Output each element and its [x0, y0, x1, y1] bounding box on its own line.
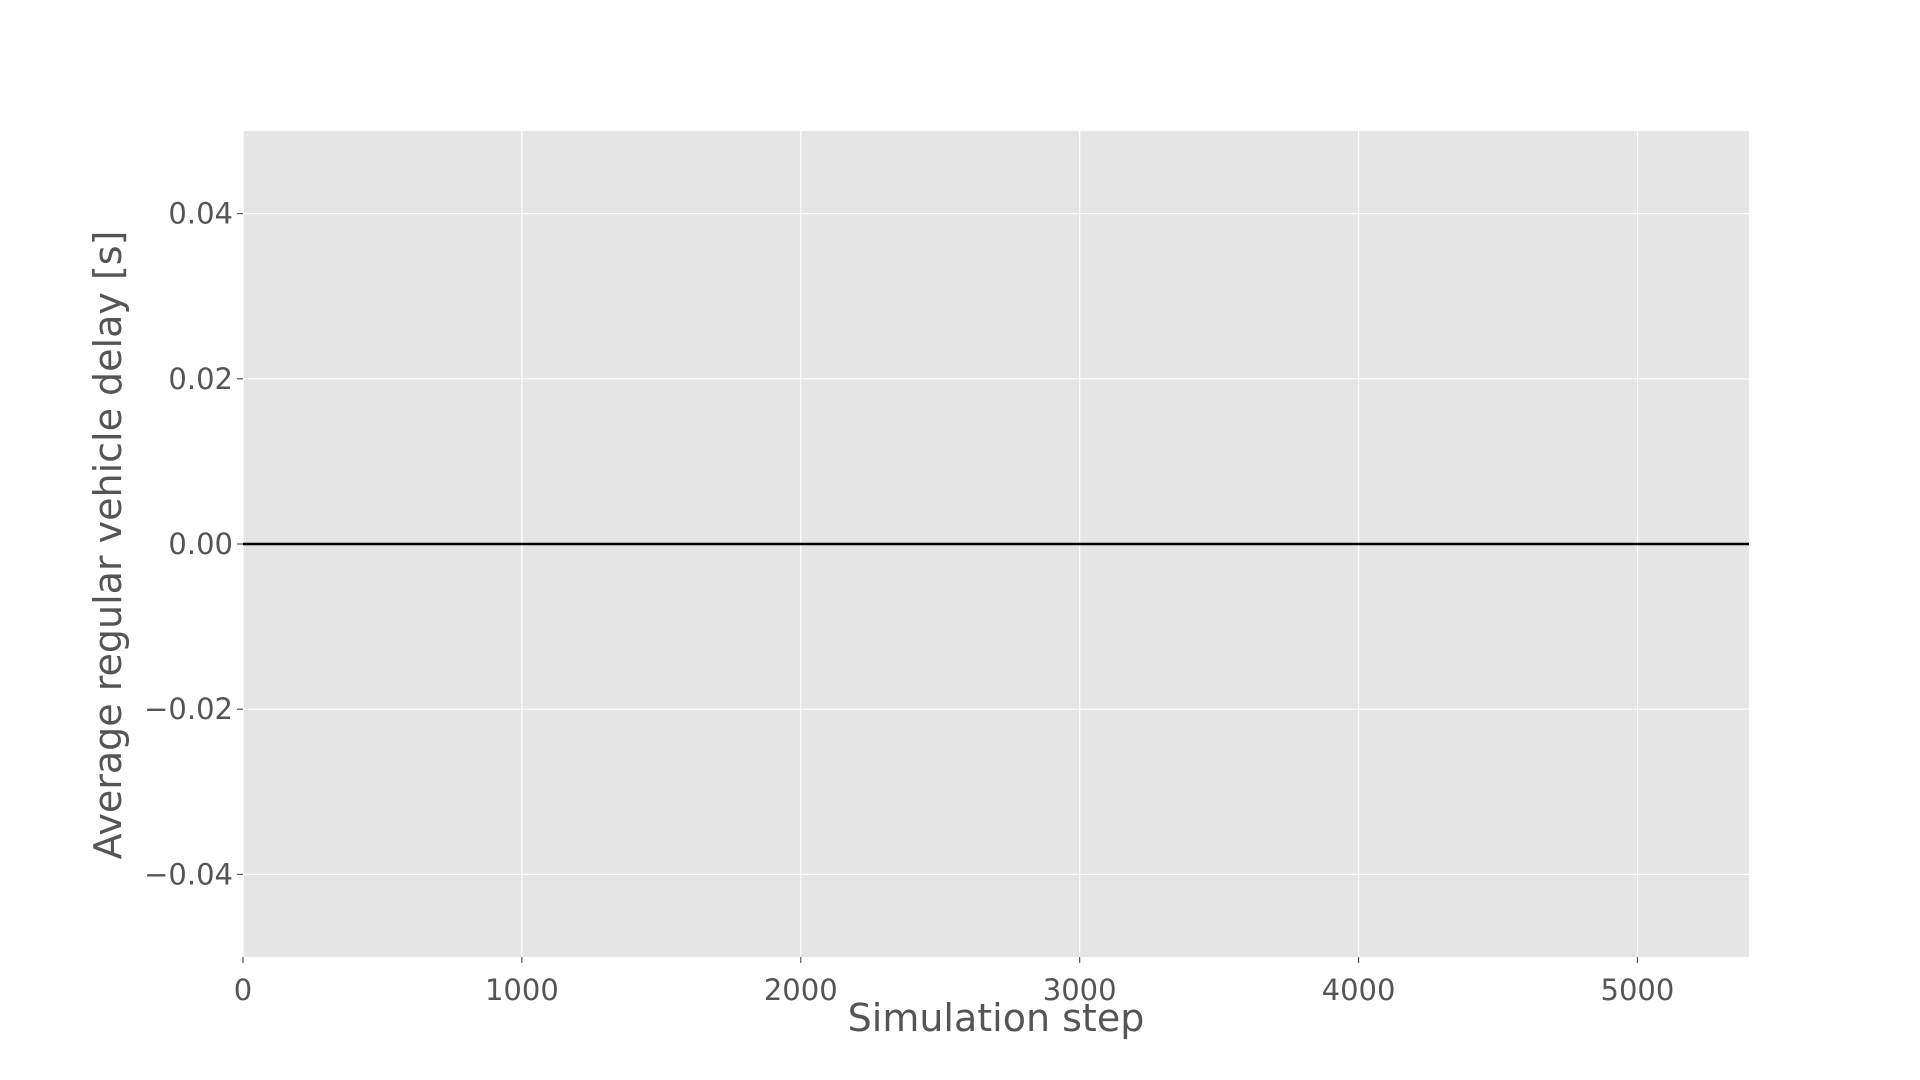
y-tick-label: 0.04 — [168, 197, 233, 231]
x-axis-label: Simulation step — [848, 996, 1145, 1040]
y-tick-label: 0.00 — [168, 527, 233, 561]
x-tick-label: 2000 — [764, 973, 838, 1007]
x-tick-labels: 0 1000 2000 3000 4000 5000 — [234, 973, 1675, 1007]
y-tick-label: −0.04 — [144, 857, 233, 891]
y-tick-labels: −0.04 −0.02 0.00 0.02 0.04 — [144, 197, 233, 892]
x-tick-label: 4000 — [1322, 973, 1396, 1007]
y-tick-label: −0.02 — [144, 692, 233, 726]
x-tick-label: 0 — [234, 973, 252, 1007]
y-tick-label: 0.02 — [168, 362, 233, 396]
x-tick-label: 5000 — [1601, 973, 1675, 1007]
tick-marks — [237, 213, 1639, 963]
x-tick-label: 1000 — [485, 973, 559, 1007]
y-axis-label: Average regular vehicle delay [s] — [86, 231, 130, 860]
x-tick-label: 3000 — [1043, 973, 1117, 1007]
